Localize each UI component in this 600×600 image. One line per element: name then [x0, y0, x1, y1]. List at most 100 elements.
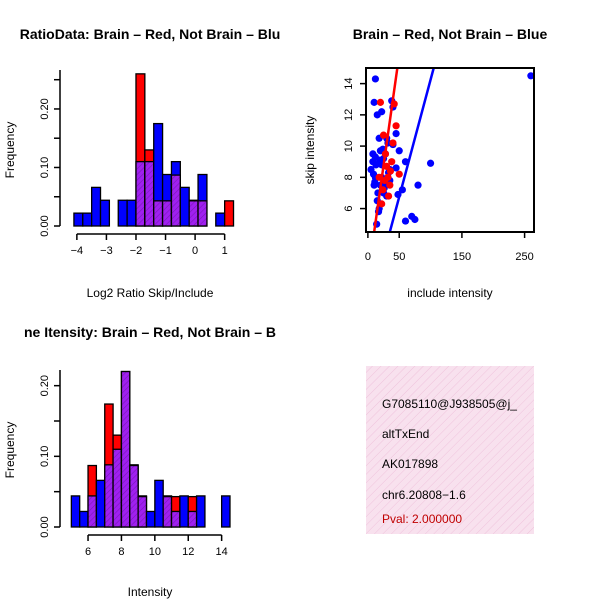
not-brain-point — [369, 170, 378, 178]
scatter-x-tick-label: 0 — [365, 251, 371, 263]
ratio-x-tick-label: −4 — [71, 245, 84, 257]
intensity-bar — [95, 479, 106, 528]
ratio-y-tick-label: 0.10 — [39, 157, 51, 178]
scatter-points — [367, 68, 534, 232]
intensity-bar — [145, 510, 156, 528]
ratio-y-tick-label: 0.20 — [39, 98, 51, 119]
intensity-overlap-bar — [170, 510, 181, 528]
ratio-bar — [179, 186, 190, 227]
intensity-overlap-bar — [112, 448, 123, 528]
ratio-overlap-bar — [135, 160, 146, 227]
ratio-overlap-bar — [153, 200, 164, 227]
scatter-ylabel: skip intensity — [303, 116, 317, 185]
ratio-histogram-axes: −4 −3 −2 −1 0 1 0.00 0.10 0.20 — [39, 70, 228, 257]
intensity-overlap-bar — [137, 495, 148, 528]
scatter-y-tick-label: 8 — [343, 174, 355, 180]
ratio-overlap-bar — [170, 174, 181, 227]
not-brain-fit-line — [388, 68, 435, 232]
ratio-overlap-bar — [188, 200, 199, 227]
brain-point — [384, 192, 393, 200]
intensity-x-tick-label: 10 — [149, 546, 161, 558]
info-line-event-type: altTxEnd — [382, 427, 429, 441]
not-brain-point — [376, 156, 384, 164]
ratio-bar — [117, 199, 128, 227]
not-brain-point — [378, 108, 386, 116]
brain-point — [381, 176, 389, 185]
ratio-histogram-panel: RatioData: Brain – Red, Not Brain – Blu … — [3, 26, 280, 300]
intensity-overlap-bar — [187, 510, 198, 528]
intensity-overlap-bar — [162, 495, 173, 528]
intensity-histogram-title: ne Itensity: Brain – Red, Not Brain – B — [24, 324, 276, 340]
ratio-x-tick-label: −2 — [130, 245, 143, 257]
brain-point — [389, 139, 397, 147]
not-brain-point — [395, 147, 403, 155]
brain-point — [395, 170, 403, 178]
scatter-frame — [365, 67, 535, 233]
ratio-bar — [215, 212, 226, 227]
intensity-bar — [70, 495, 81, 528]
ratio-bar — [126, 199, 137, 227]
scatter-y-tick-label: 12 — [343, 109, 355, 121]
not-brain-point — [392, 164, 400, 172]
ratio-x-tick-label: 0 — [192, 245, 198, 257]
ratio-histogram-title: RatioData: Brain – Red, Not Brain – Blu — [20, 26, 281, 42]
brain-point — [378, 200, 386, 208]
not-brain-point — [527, 72, 534, 80]
info-box-background — [366, 366, 534, 534]
not-brain-point — [411, 215, 419, 224]
ratio-histogram-ylabel: Frequency — [3, 122, 17, 179]
intensity-x-tick-label: 8 — [118, 546, 124, 558]
info-box: G7085110@J938505@j_ altTxEnd AK017898 ch… — [366, 366, 534, 534]
intensity-y-tick-label: 0.20 — [39, 375, 51, 396]
intensity-histogram-axes: 6 8 10 12 14 0.00 0.10 0.20 — [39, 370, 228, 558]
brain-point — [388, 158, 396, 166]
ratio-overlap-bar — [197, 200, 208, 227]
info-pval: Pval: 2.000000 — [382, 512, 462, 526]
not-brain-point — [371, 75, 380, 83]
brain-point — [386, 167, 395, 175]
scatter-x-tick-label: 50 — [393, 251, 405, 263]
not-brain-point — [401, 217, 410, 225]
not-brain-point — [392, 130, 400, 138]
scatter-y-tick-label: 6 — [343, 206, 355, 212]
ratio-histogram-bars — [73, 73, 235, 227]
intensity-overlap-bar — [87, 495, 98, 528]
intensity-bar — [154, 479, 164, 528]
ratio-overlap-bar — [161, 200, 173, 227]
scatter-x-tick-label: 250 — [515, 251, 533, 263]
scatter-x-tick-label: 150 — [453, 251, 471, 263]
intensity-y-tick-label: 0.00 — [39, 516, 51, 537]
scatter-panel: Brain – Red, Not Brain – Blue 0 50 150 250 6… — [303, 26, 547, 300]
scatter-xlabel: include intensity — [407, 286, 492, 300]
brain-point — [386, 181, 394, 189]
intensity-bar — [179, 495, 189, 528]
intensity-histogram-ylabel: Frequency — [3, 422, 17, 479]
brain-point — [376, 98, 385, 106]
intensity-overlap-bar — [120, 370, 131, 528]
scatter-y-tick-label: 14 — [343, 77, 355, 89]
not-brain-point — [414, 181, 422, 189]
intensity-histogram-xlabel: Intensity — [128, 585, 173, 599]
info-line-accession: AK017898 — [382, 457, 438, 471]
ratio-bar — [90, 186, 102, 227]
ratio-x-tick-label: −3 — [100, 245, 113, 257]
ratio-x-tick-label: −1 — [159, 245, 172, 257]
ratio-overlap-bar — [144, 160, 155, 227]
intensity-y-tick-label: 0.10 — [39, 446, 51, 467]
intensity-histogram-panel: ne Itensity: Brain – Red, Not Brain – B … — [3, 324, 276, 599]
intensity-x-tick-label: 14 — [216, 546, 228, 558]
brain-fit-line — [372, 68, 399, 232]
ratio-y-tick-label: 0.00 — [39, 215, 51, 236]
ratio-bar — [73, 212, 84, 227]
scatter-y-tick-label: 10 — [343, 140, 355, 152]
intensity-x-tick-label: 12 — [182, 546, 194, 558]
info-line-probe: G7085110@J938505@j_ — [382, 397, 517, 411]
ratio-histogram-xlabel: Log2 Ratio Skip/Include — [87, 286, 214, 300]
not-brain-point — [371, 178, 379, 186]
not-brain-point — [426, 159, 435, 167]
intensity-bar — [220, 495, 231, 528]
intensity-overlap-bar — [129, 464, 139, 528]
intensity-histogram-bars — [70, 370, 231, 528]
scatter-plot-area: 0 50 150 250 6 8 10 12 14 — [343, 67, 535, 263]
